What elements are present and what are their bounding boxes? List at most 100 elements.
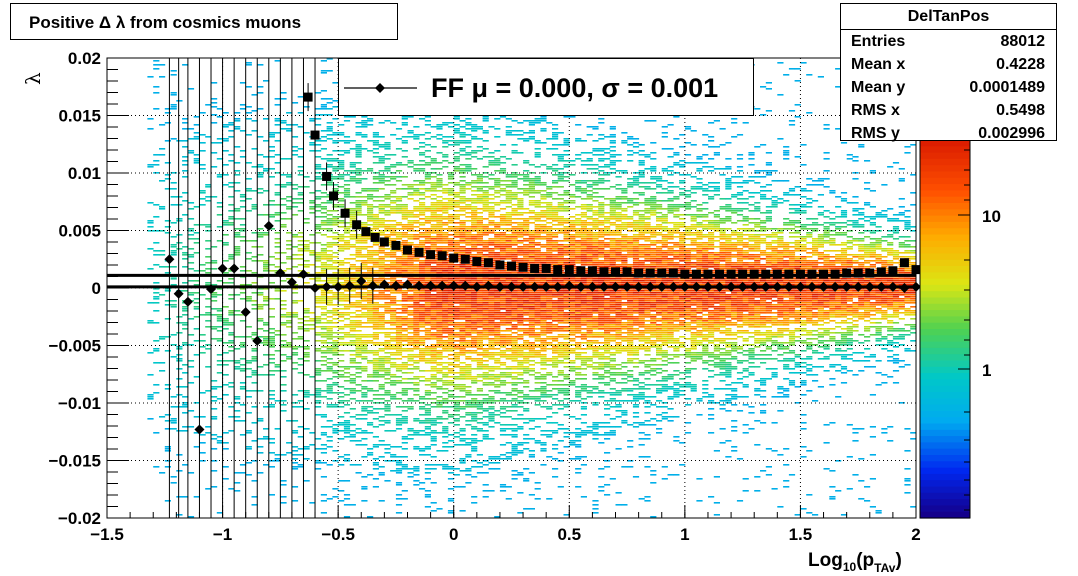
diamond-marker [321,281,332,292]
palette-band [920,373,970,380]
palette-band [920,492,970,500]
palette-band [920,392,970,399]
square-marker [340,208,350,218]
square-marker [426,250,436,260]
diamond-marker [887,281,898,292]
square-marker [795,269,805,279]
palette-band [920,473,970,481]
palette-band [920,436,970,443]
palette-band [920,303,970,311]
diamond-marker [668,281,679,292]
diamond-marker [310,283,321,293]
x-tick-label: 1.5 [789,525,813,544]
palette-band [920,215,970,223]
palette-band [920,221,970,229]
diamond-marker [402,279,413,290]
diamond-marker [182,296,193,307]
stats-row-mean-y: Mean y 0.0001489 [851,79,1045,96]
palette-band [920,322,970,330]
x-tick-label: 2 [911,525,920,544]
diamond-marker [737,281,748,292]
square-marker [749,269,759,279]
square-marker [888,266,898,276]
diamond-marker [783,281,794,292]
palette-band [920,209,970,217]
plot-title: Positive Δ λ from cosmics muons [10,3,398,40]
diamond-marker [691,281,702,292]
diamond-marker [656,281,667,292]
square-marker [657,268,667,278]
palette-band [920,429,970,437]
palette-tick-label: 10 [982,207,1001,226]
palette-band [920,253,970,261]
square-marker [414,247,424,257]
diamond-marker [830,281,841,292]
palette-band [920,184,970,191]
palette-band [920,228,970,236]
palette-band [920,467,970,475]
palette-band [920,165,970,173]
diamond-marker [448,280,459,291]
diamond-marker [564,280,575,291]
square-marker [460,254,470,264]
diamond-marker [164,254,175,265]
diamond-marker [760,281,771,292]
palette-band [920,310,970,317]
palette-band [920,140,970,147]
square-marker [402,245,412,255]
y-tick-label: 0.005 [58,222,101,241]
diamond-marker [471,281,482,292]
square-marker [842,268,852,278]
diamond-marker [252,335,263,346]
square-marker [772,269,782,279]
square-marker [352,220,362,230]
diamond-marker [437,280,448,291]
error-bars [168,58,374,518]
diamond-marker [679,281,690,292]
data-markers [164,92,921,435]
palette-band [920,284,970,292]
diamond-marker [286,277,297,288]
diamond-marker [379,279,390,290]
diamond-marker [206,284,217,295]
square-marker [507,261,516,271]
square-marker [599,267,609,277]
diamond-marker [518,281,529,292]
palette-band [920,196,970,204]
palette-band [920,417,970,425]
square-marker [634,268,644,278]
square-marker [553,265,563,275]
palette-band [920,480,970,488]
square-marker [483,258,493,268]
palette-band [920,203,970,210]
diamond-marker [841,281,852,292]
legend-marker [344,83,417,93]
square-marker [761,269,771,279]
square-marker [530,263,540,273]
diamond-marker [899,283,910,293]
diamond-marker [818,281,829,292]
x-tick-label: 0 [449,525,458,544]
palette-band [920,360,970,368]
square-marker [322,171,332,181]
palette-band [920,423,970,431]
square-marker [691,269,701,279]
palette-band [920,272,970,280]
stats-name: DelTanPos [841,4,1056,30]
x-tick-label: −1 [213,525,232,544]
palette-tick-label: 1 [982,361,991,380]
y-tick-label: −0.01 [58,394,101,413]
palette-band [920,404,970,412]
palette-band [920,234,970,242]
square-marker [329,191,339,201]
square-marker [587,266,597,276]
x-tick-label: −0.5 [321,525,355,544]
palette-band [920,455,970,462]
diamond-marker [864,281,875,292]
square-marker [472,257,482,267]
x-tick-label: 0.5 [557,525,581,544]
y-tick-label: 0 [92,279,101,298]
legend-label: FF μ = 0.000, σ = 0.001 [431,73,719,103]
palette-band [920,146,970,154]
